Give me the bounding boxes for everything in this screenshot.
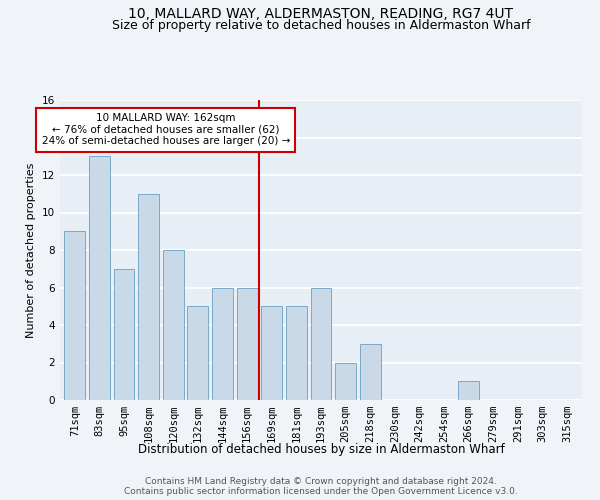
Bar (212, 288, 233, 400)
Text: Contains public sector information licensed under the Open Government Licence v3: Contains public sector information licen… (124, 488, 518, 496)
Text: 10, MALLARD WAY, ALDERMASTON, READING, RG7 4UT: 10, MALLARD WAY, ALDERMASTON, READING, R… (128, 8, 514, 22)
Bar (89, 156, 110, 400)
Bar (311, 288, 331, 400)
Text: Distribution of detached houses by size in Aldermaston Wharf: Distribution of detached houses by size … (137, 442, 505, 456)
Bar (138, 194, 159, 400)
Bar (187, 306, 208, 400)
Y-axis label: Number of detached properties: Number of detached properties (26, 162, 37, 338)
Text: 10 MALLARD WAY: 162sqm
← 76% of detached houses are smaller (62)
24% of semi-det: 10 MALLARD WAY: 162sqm ← 76% of detached… (41, 113, 290, 146)
Bar (335, 362, 356, 400)
Bar (286, 306, 307, 400)
Text: Contains HM Land Registry data © Crown copyright and database right 2024.: Contains HM Land Registry data © Crown c… (145, 478, 497, 486)
Bar (163, 250, 184, 400)
Bar (360, 344, 381, 400)
Bar (64, 231, 85, 400)
Text: Size of property relative to detached houses in Aldermaston Wharf: Size of property relative to detached ho… (112, 18, 530, 32)
Bar (261, 306, 282, 400)
Bar (113, 269, 134, 400)
Bar (236, 288, 257, 400)
Bar (458, 381, 479, 400)
